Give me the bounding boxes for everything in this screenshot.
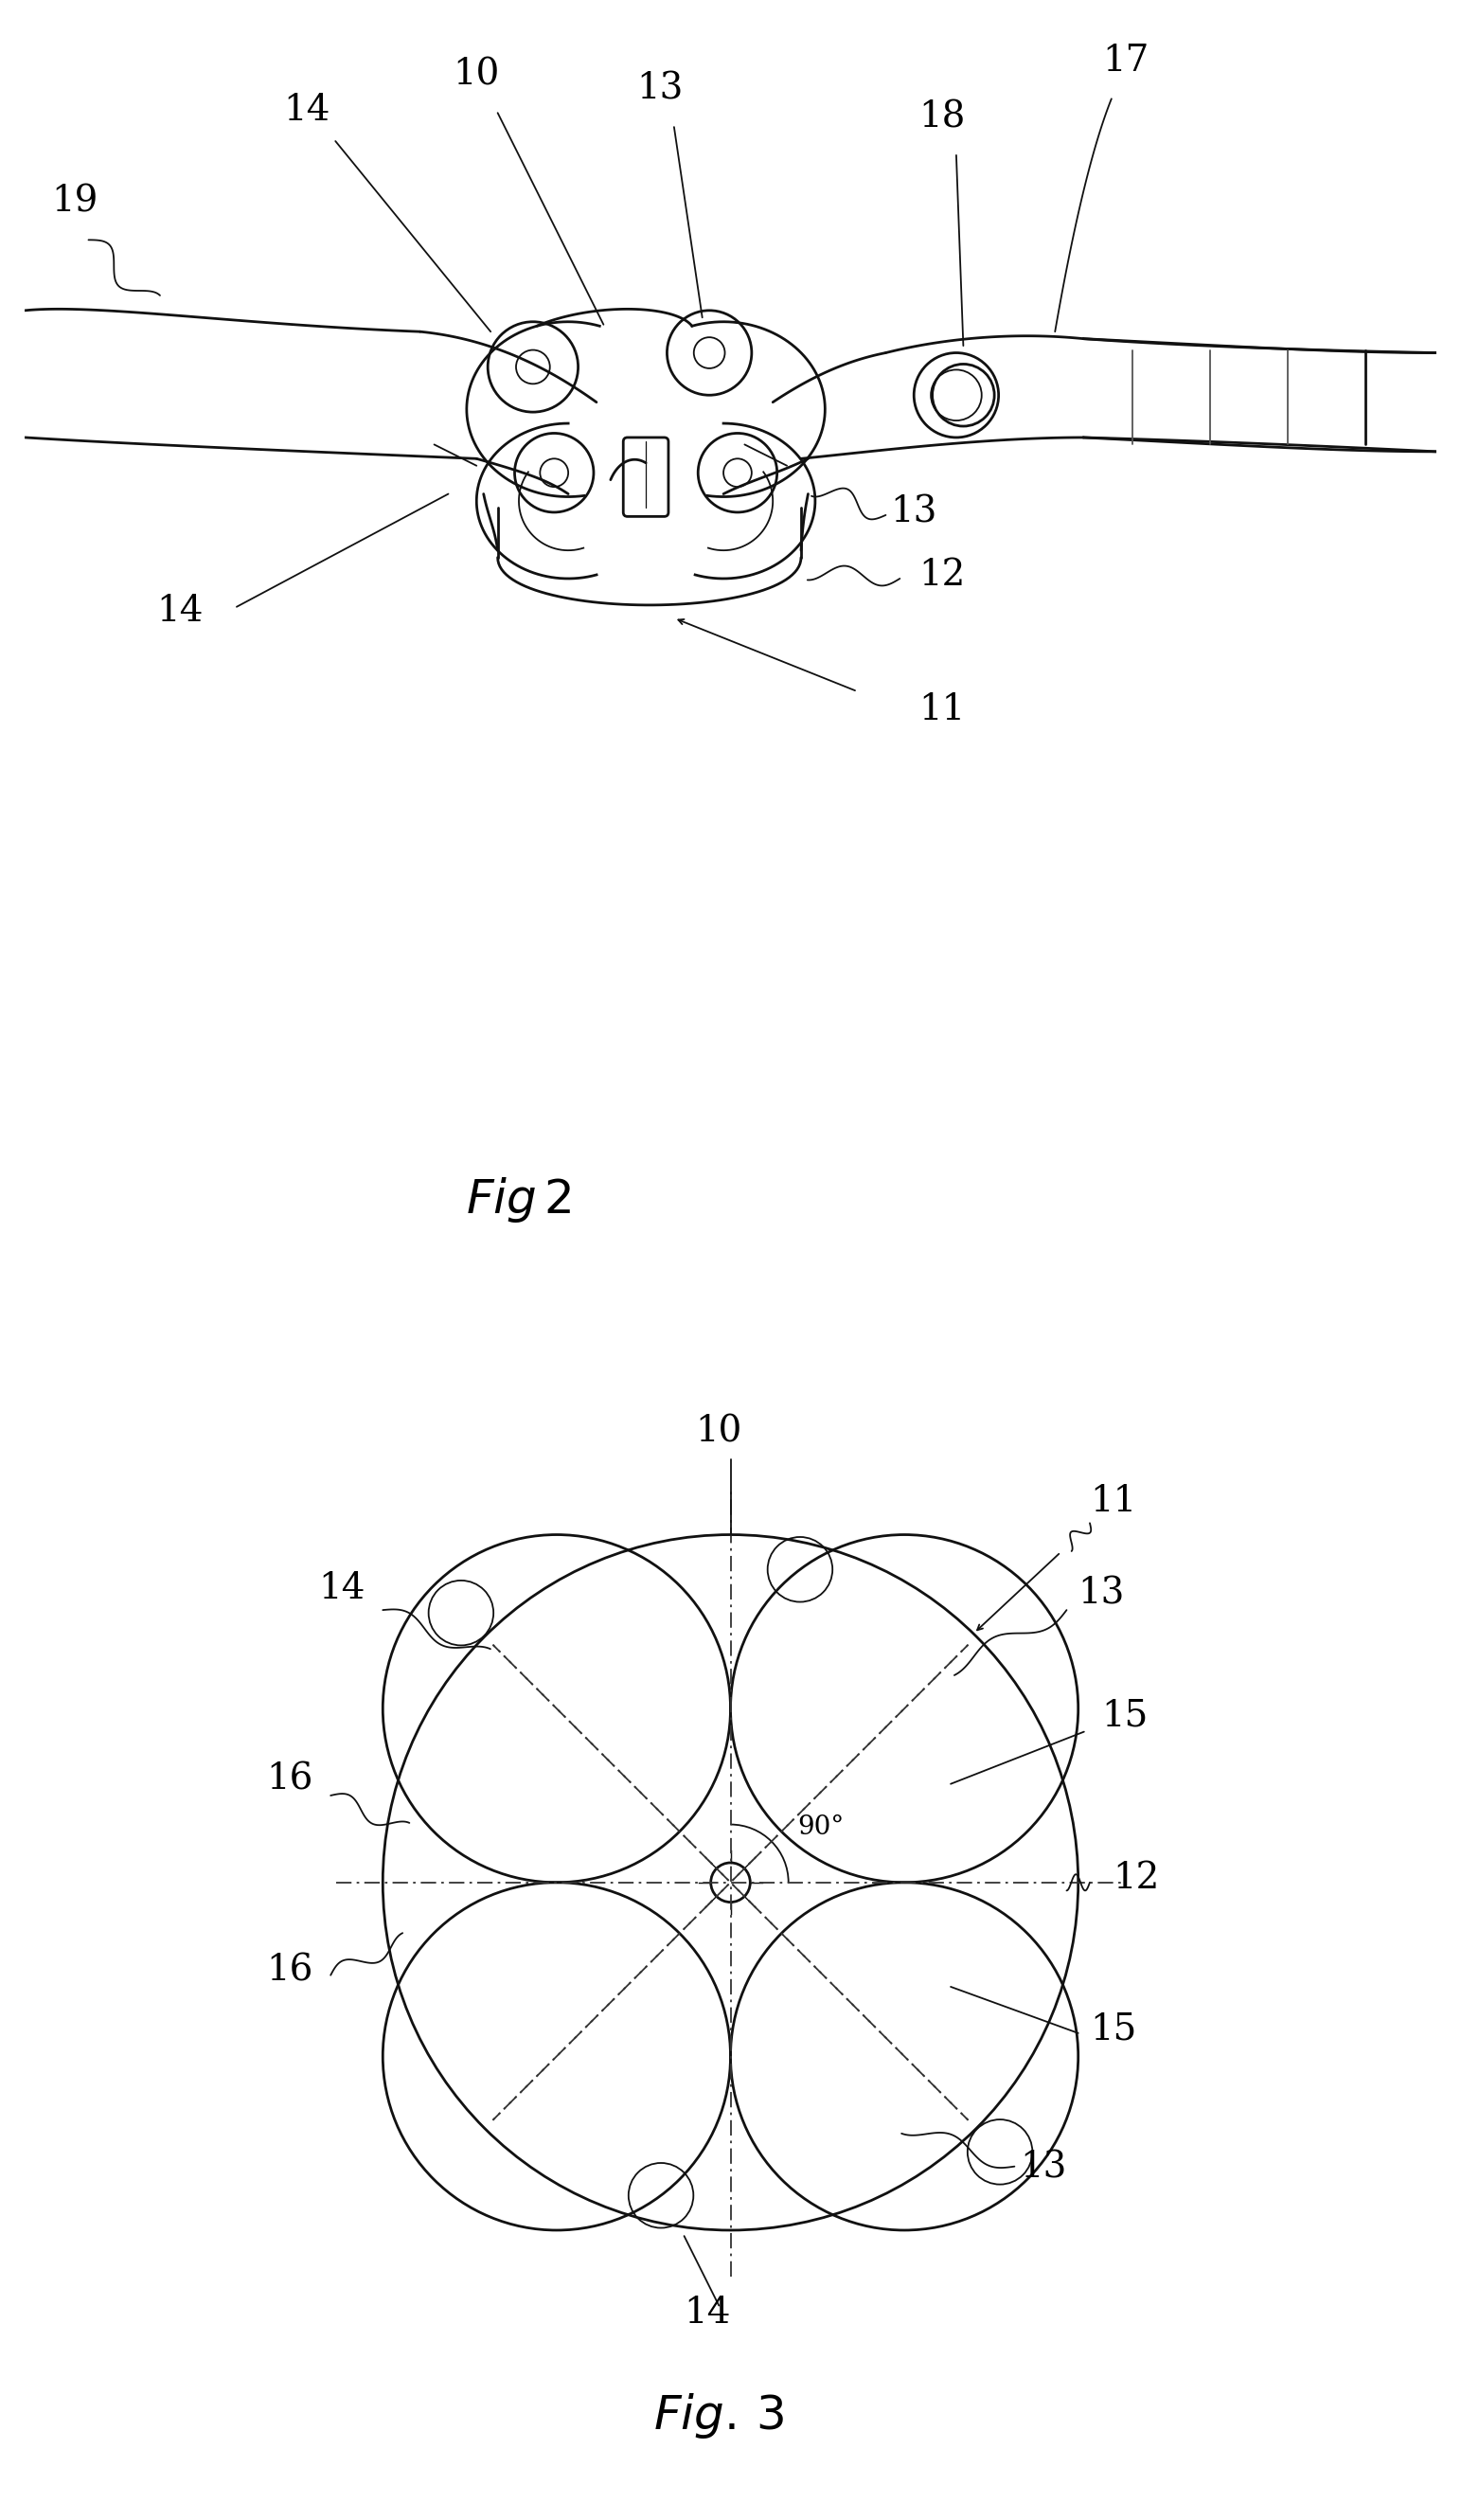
Text: 13: 13 xyxy=(891,494,938,529)
Text: 12: 12 xyxy=(1113,1860,1160,1895)
Text: $\it{Fig\,2}$: $\it{Fig\,2}$ xyxy=(466,1174,571,1225)
Text: 18: 18 xyxy=(919,101,966,134)
Text: 13: 13 xyxy=(1020,2150,1067,2185)
Text: 14: 14 xyxy=(283,93,330,129)
Text: 16: 16 xyxy=(267,1761,314,1797)
Text: 11: 11 xyxy=(919,693,966,728)
Text: 10: 10 xyxy=(695,1414,742,1449)
Text: 17: 17 xyxy=(1102,43,1148,78)
Text: 19: 19 xyxy=(51,184,98,219)
Text: 13: 13 xyxy=(637,71,684,106)
Text: 11: 11 xyxy=(1090,1484,1137,1520)
Text: 13: 13 xyxy=(1078,1578,1125,1613)
Text: 12: 12 xyxy=(919,559,966,592)
Text: 16: 16 xyxy=(267,1953,314,1988)
FancyBboxPatch shape xyxy=(624,438,669,517)
Text: 14: 14 xyxy=(156,595,203,627)
Text: 14: 14 xyxy=(684,2296,730,2331)
Text: 15: 15 xyxy=(1090,2011,1137,2046)
Text: 14: 14 xyxy=(318,1570,365,1605)
Text: 10: 10 xyxy=(453,58,500,93)
Text: 90°: 90° xyxy=(798,1814,844,1840)
Text: 15: 15 xyxy=(1102,1698,1148,1734)
Text: $\it{Fig.\,3}$: $\it{Fig.\,3}$ xyxy=(653,2391,785,2439)
